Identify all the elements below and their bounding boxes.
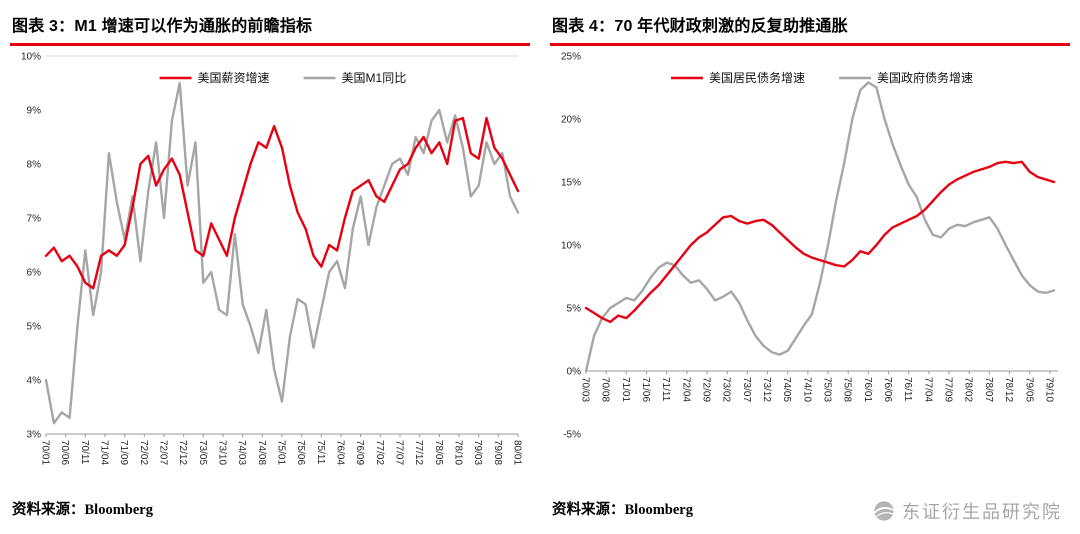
panel-chart3: 图表 3：M1 增速可以作为通胀的前瞻指标 10% 9% 8% 7% 6% 5% 4% 3% 7…: [10, 8, 530, 519]
svg-text:77/02: 77/02: [374, 440, 385, 465]
svg-text:72/07: 72/07: [158, 440, 169, 465]
chart3-canvas: 10% 9% 8% 7% 6% 5% 4% 3%70/01 70/06 70/11 71/04 71/…: [21, 52, 523, 466]
svg-text:美国居民债务增速: 美国居民债务增速: [709, 70, 805, 85]
svg-text:71/01: 71/01: [620, 377, 631, 402]
svg-text:73/05: 73/05: [197, 440, 208, 465]
svg-text:25%: 25%: [561, 52, 581, 63]
svg-text:77/04: 77/04: [922, 377, 933, 402]
svg-text:76/06: 76/06: [882, 377, 893, 402]
svg-text:美国M1同比: 美国M1同比: [342, 71, 407, 85]
svg-text:76/01: 76/01: [862, 377, 873, 402]
svg-text:75/03: 75/03: [822, 377, 833, 402]
svg-text:77/07: 77/07: [394, 440, 405, 465]
svg-text:75/11: 75/11: [315, 440, 326, 465]
svg-text:3%: 3%: [27, 430, 42, 441]
svg-text:76/11: 76/11: [902, 377, 913, 402]
svg-text:5%: 5%: [567, 304, 582, 315]
svg-text:78/12: 78/12: [1003, 377, 1014, 402]
svg-text:72/04: 72/04: [680, 377, 691, 402]
svg-text:-5%: -5%: [563, 430, 581, 441]
chart4-source-value: Bloomberg: [624, 502, 693, 518]
svg-text:74/03: 74/03: [236, 440, 247, 465]
svg-text:71/04: 71/04: [99, 440, 110, 465]
svg-text:72/09: 72/09: [701, 377, 712, 402]
svg-text:0%: 0%: [567, 367, 582, 378]
svg-text:5%: 5%: [27, 322, 42, 333]
svg-text:9%: 9%: [27, 106, 42, 117]
svg-text:75/08: 75/08: [842, 377, 853, 402]
chart3-title: 图表 3：M1 增速可以作为通胀的前瞻指标: [10, 8, 530, 46]
svg-text:70/11: 70/11: [79, 440, 90, 465]
svg-text:72/12: 72/12: [177, 440, 188, 465]
svg-text:73/02: 73/02: [721, 377, 732, 402]
svg-text:77/12: 77/12: [413, 440, 424, 465]
watermark: 东证衍生品研究院: [873, 498, 1062, 524]
chart4-canvas: 25% 20% 15% 10% 5% 0% -5% 70/03 70/08 71/01 71/06 7…: [561, 52, 1058, 441]
svg-text:75/06: 75/06: [295, 440, 306, 465]
svg-text:10%: 10%: [561, 241, 581, 252]
svg-text:70/08: 70/08: [600, 377, 611, 402]
svg-text:80/01: 80/01: [512, 440, 523, 465]
svg-text:74/05: 74/05: [781, 377, 792, 402]
svg-text:76/04: 76/04: [335, 440, 346, 465]
svg-text:8%: 8%: [27, 160, 42, 171]
svg-text:78/07: 78/07: [983, 377, 994, 402]
svg-text:74/10: 74/10: [801, 377, 812, 402]
svg-text:70/01: 70/01: [40, 440, 51, 465]
panel-chart4: 图表 4：70 年代财政刺激的反复助推通胀 25% 20% 15% 10% 5% 0% -5…: [550, 8, 1070, 519]
chart4-source: 资料来源：Bloomberg: [550, 496, 1070, 519]
svg-text:10%: 10%: [21, 52, 41, 63]
svg-text:78/05: 78/05: [433, 440, 444, 465]
svg-text:美国薪资增速: 美国薪资增速: [198, 71, 270, 85]
svg-text:7%: 7%: [27, 214, 42, 225]
svg-text:72/02: 72/02: [138, 440, 149, 465]
svg-text:74/08: 74/08: [256, 440, 267, 465]
svg-text:79/03: 79/03: [472, 440, 483, 465]
watermark-text: 东证衍生品研究院: [902, 502, 1062, 522]
svg-text:71/11: 71/11: [660, 377, 671, 402]
chart4-title: 图表 4：70 年代财政刺激的反复助推通胀: [550, 8, 1070, 46]
watermark-logo-icon: [873, 500, 895, 522]
svg-text:77/09: 77/09: [943, 377, 954, 402]
svg-text:78/10: 78/10: [453, 440, 464, 465]
svg-text:76/09: 76/09: [354, 440, 365, 465]
chart3-source: 资料来源：Bloomberg: [10, 496, 530, 519]
svg-text:73/12: 73/12: [761, 377, 772, 402]
svg-text:4%: 4%: [27, 376, 42, 387]
svg-text:20%: 20%: [561, 115, 581, 126]
chart3-source-value: Bloomberg: [84, 502, 153, 518]
svg-text:71/09: 71/09: [118, 440, 129, 465]
svg-text:美国政府债务增速: 美国政府债务增速: [877, 70, 973, 85]
chart4-source-label: 资料来源：: [552, 502, 625, 518]
report-page: 图表 3：M1 增速可以作为通胀的前瞻指标 10% 9% 8% 7% 6% 5% 4% 3% 7…: [10, 8, 1070, 519]
svg-text:6%: 6%: [27, 268, 42, 279]
svg-text:71/06: 71/06: [640, 377, 651, 402]
svg-text:73/10: 73/10: [217, 440, 228, 465]
svg-text:15%: 15%: [561, 178, 581, 189]
svg-text:73/07: 73/07: [741, 377, 752, 402]
svg-text:79/08: 79/08: [492, 440, 503, 465]
chart3-source-label: 资料来源：: [12, 502, 85, 518]
svg-text:78/02: 78/02: [963, 377, 974, 402]
svg-text:79/10: 79/10: [1043, 377, 1054, 402]
svg-text:79/05: 79/05: [1023, 377, 1034, 402]
svg-text:70/06: 70/06: [59, 440, 70, 465]
svg-text:70/03: 70/03: [580, 377, 591, 402]
svg-text:75/01: 75/01: [276, 440, 287, 465]
